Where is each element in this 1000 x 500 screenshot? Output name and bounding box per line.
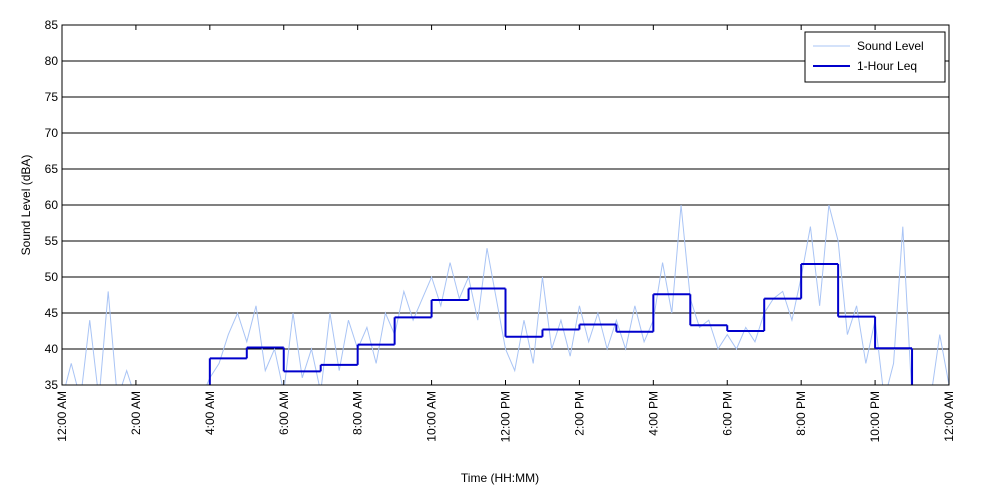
x-tick-label: 2:00 AM: [129, 391, 143, 435]
legend-label: 1-Hour Leq: [857, 59, 917, 73]
x-tick-label: 4:00 PM: [646, 391, 660, 436]
x-tick-label: 2:00 PM: [572, 391, 586, 436]
legend-box: [804, 31, 946, 83]
y-tick-label: 80: [45, 54, 59, 68]
x-tick-label: 6:00 AM: [277, 391, 291, 435]
x-tick-label: 10:00 PM: [868, 391, 882, 442]
legend-label: Sound Level: [857, 39, 924, 53]
y-tick-label: 50: [45, 270, 59, 284]
plot-series: [65, 204, 949, 385]
x-tick-label: 6:00 PM: [720, 391, 734, 436]
x-tick-label: 8:00 PM: [794, 391, 808, 436]
x-tick-label: 12:00 PM: [499, 391, 513, 442]
y-tick-label: 45: [45, 306, 59, 320]
x-tick-label: 12:00 AM: [55, 391, 69, 442]
x-tick-label: 8:00 AM: [351, 391, 365, 435]
x-axis-label: Time (HH:MM): [461, 471, 539, 485]
x-tick-label: 10:00 AM: [425, 391, 439, 442]
axes-box: [61, 24, 950, 386]
y-tick-label: 40: [45, 342, 59, 356]
x-tick-label: 12:00 AM: [942, 391, 956, 442]
y-tick-label: 65: [45, 162, 59, 176]
y-tick-label: 55: [45, 234, 59, 248]
y-tick-label: 70: [45, 126, 59, 140]
y-axis-label: Sound Level (dBA): [19, 155, 33, 256]
x-tick-label: 4:00 AM: [203, 391, 217, 435]
y-tick-label: 35: [45, 378, 59, 392]
y-tick-label: 85: [45, 18, 59, 32]
y-tick-label: 75: [45, 90, 59, 104]
y-tick-label: 60: [45, 198, 59, 212]
